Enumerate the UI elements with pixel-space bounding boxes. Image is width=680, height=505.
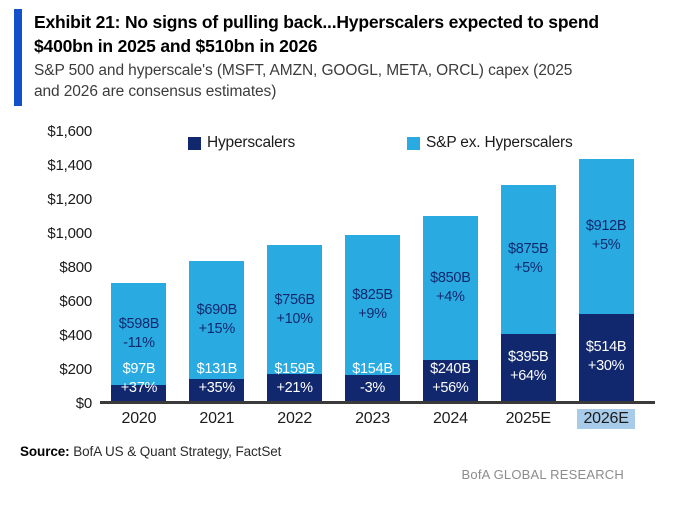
segment-hyperscalers-2024: [422, 360, 478, 401]
x-label-2020: 2020: [100, 410, 178, 428]
y-tick-$1,200: $1,200: [47, 191, 92, 208]
x-label-text-2021: 2021: [199, 410, 235, 427]
y-tick-$1,000: $1,000: [47, 225, 92, 242]
x-label-text-2024: 2024: [432, 410, 468, 427]
legend-label-hyperscalers: Hyperscalers: [207, 134, 296, 151]
exhibit-footer: Source: BofA US & Quant Strategy, FactSe…: [20, 444, 660, 482]
segment-sp-ex-hyperscalers-2023: [345, 234, 400, 375]
x-label-2023: 2023: [334, 410, 412, 428]
x-label-text-2020: 2020: [121, 410, 157, 427]
x-label-2024: 2024: [411, 410, 489, 428]
segment-sp-ex-hyperscalers-2025E: [500, 185, 556, 334]
legend-swatch-hyperscalers-icon: [188, 136, 201, 150]
segment-hyperscalers-2026E: [578, 313, 634, 401]
legend-item-sp-ex-hyperscalers: S&P ex. Hyperscalers: [407, 134, 573, 152]
segment-hyperscalers-2022: [267, 373, 323, 401]
exhibit-subtitle: S&P 500 and hyperscale's (MSFT, AMZN, GO…: [34, 62, 573, 100]
y-tick-$1,400: $1,400: [47, 157, 92, 174]
segment-hyperscalers-2021: [189, 378, 245, 401]
legend-swatch-sp-ex-hyperscalers-icon: [407, 136, 421, 150]
y-tick-$400: $400: [59, 327, 92, 344]
bar-column-2026E: $912B +5% $514B +30%: [567, 129, 645, 401]
accent-bar: [14, 9, 22, 106]
y-tick-$200: $200: [59, 361, 92, 378]
bar-column-2025E: $875B +5% $395B +64%: [489, 129, 567, 401]
legend-item-hyperscalers: Hyperscalers: [188, 134, 295, 152]
bar-2023: $825B +9% $154B -3%: [345, 234, 400, 401]
x-label-2021: 2021: [178, 410, 256, 428]
bar-2022: $756B +10% $159B +21%: [267, 245, 323, 401]
segment-hyperscalers-2023: [345, 374, 400, 401]
exhibit-title: Exhibit 21: No signs of pulling back...H…: [34, 12, 599, 56]
bar-column-2020: $598B -11% $97B +37%: [100, 129, 178, 401]
x-label-highlighted-2026E: 2026E: [577, 409, 635, 429]
y-tick-$800: $800: [59, 259, 92, 276]
source-label: Source:: [20, 444, 70, 459]
y-tick-$600: $600: [59, 293, 92, 310]
bar-2021: $690B +15% $131B +35%: [189, 261, 245, 401]
bar-column-2024: $850B +4% $240B +56%: [411, 129, 489, 401]
plot-area: Hyperscalers S&P ex. Hyperscalers $598B -…: [100, 132, 655, 404]
y-tick-$1,600: $1,600: [47, 123, 92, 140]
segment-hyperscalers-2020: [111, 384, 167, 401]
segment-sp-ex-hyperscalers-2026E: [578, 158, 634, 314]
capex-chart: $1,600 $1,400 $1,200 $1,000 $800 $600 $400 $200…: [0, 123, 680, 429]
legend: Hyperscalers S&P ex. Hyperscalers: [188, 134, 573, 152]
source-line: Source: BofA US & Quant Strategy, FactSe…: [20, 444, 660, 459]
x-axis-labels: 2020 2021 2022 2023 2024 2025E 2026E: [100, 404, 645, 429]
segment-sp-ex-hyperscalers-2024: [422, 215, 478, 361]
y-tick-$0: $0: [75, 395, 92, 412]
bar-series: $598B -11% $97B +37% $690B +15% $131B +35% $756B…: [100, 129, 645, 401]
y-axis: $1,600 $1,400 $1,200 $1,000 $800 $600 $400 $200…: [0, 123, 92, 412]
exhibit-header: Exhibit 21: No signs of pulling back...H…: [0, 0, 680, 106]
x-label-2026E: 2026E: [567, 409, 645, 429]
x-label-text-2022: 2022: [277, 410, 313, 427]
bar-2024: $850B +4% $240B +56%: [422, 215, 478, 401]
segment-sp-ex-hyperscalers-2022: [267, 245, 323, 374]
x-label-2025E: 2025E: [489, 410, 567, 428]
bar-column-2022: $756B +10% $159B +21%: [256, 129, 334, 401]
segment-sp-ex-hyperscalers-2020: [111, 282, 167, 385]
x-label-text-2025E: 2025E: [505, 410, 551, 427]
bar-2020: $598B -11% $97B +37%: [111, 282, 167, 401]
segment-hyperscalers-2025E: [500, 333, 556, 401]
x-label-2022: 2022: [256, 410, 334, 428]
bar-2026E: $912B +5% $514B +30%: [578, 158, 634, 401]
bar-column-2023: $825B +9% $154B -3%: [334, 129, 412, 401]
branding-text: BofA GLOBAL RESEARCH: [461, 467, 624, 482]
x-label-text-2023: 2023: [355, 410, 390, 427]
source-text: BofA US & Quant Strategy, FactSet: [69, 444, 282, 459]
legend-label-sp-ex-hyperscalers: S&P ex. Hyperscalers: [426, 134, 573, 151]
bar-2025E: $875B +5% $395B +64%: [500, 185, 556, 401]
bar-column-2021: $690B +15% $131B +35%: [178, 129, 256, 401]
segment-sp-ex-hyperscalers-2021: [189, 261, 245, 379]
